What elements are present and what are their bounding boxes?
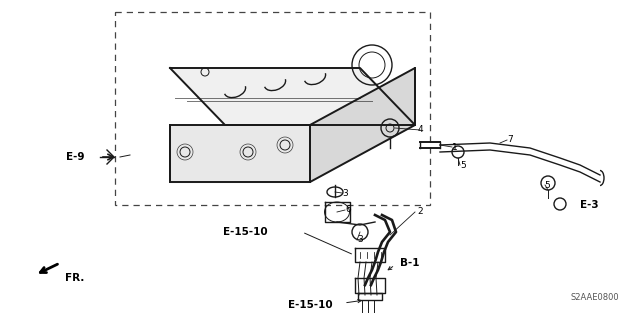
Polygon shape [170,68,415,125]
Text: E-15-10: E-15-10 [223,227,268,237]
Text: B-1: B-1 [400,258,419,268]
Text: 4: 4 [417,125,423,135]
Text: E-9: E-9 [66,152,84,162]
Text: E-15-10: E-15-10 [288,300,332,310]
Text: S2AAE0800: S2AAE0800 [571,293,620,302]
Text: 1: 1 [452,143,458,152]
Text: 3: 3 [342,189,348,197]
Text: FR.: FR. [65,273,84,283]
Bar [115,12,430,205]
Text: E-3: E-3 [580,200,598,210]
Text: 5: 5 [460,160,466,169]
Text: 2: 2 [417,207,423,217]
Text: 5: 5 [544,181,550,189]
Polygon shape [310,68,415,182]
Text: 6: 6 [345,205,351,214]
Polygon shape [170,125,310,182]
Text: 7: 7 [507,136,513,145]
Text: 3: 3 [357,235,363,244]
